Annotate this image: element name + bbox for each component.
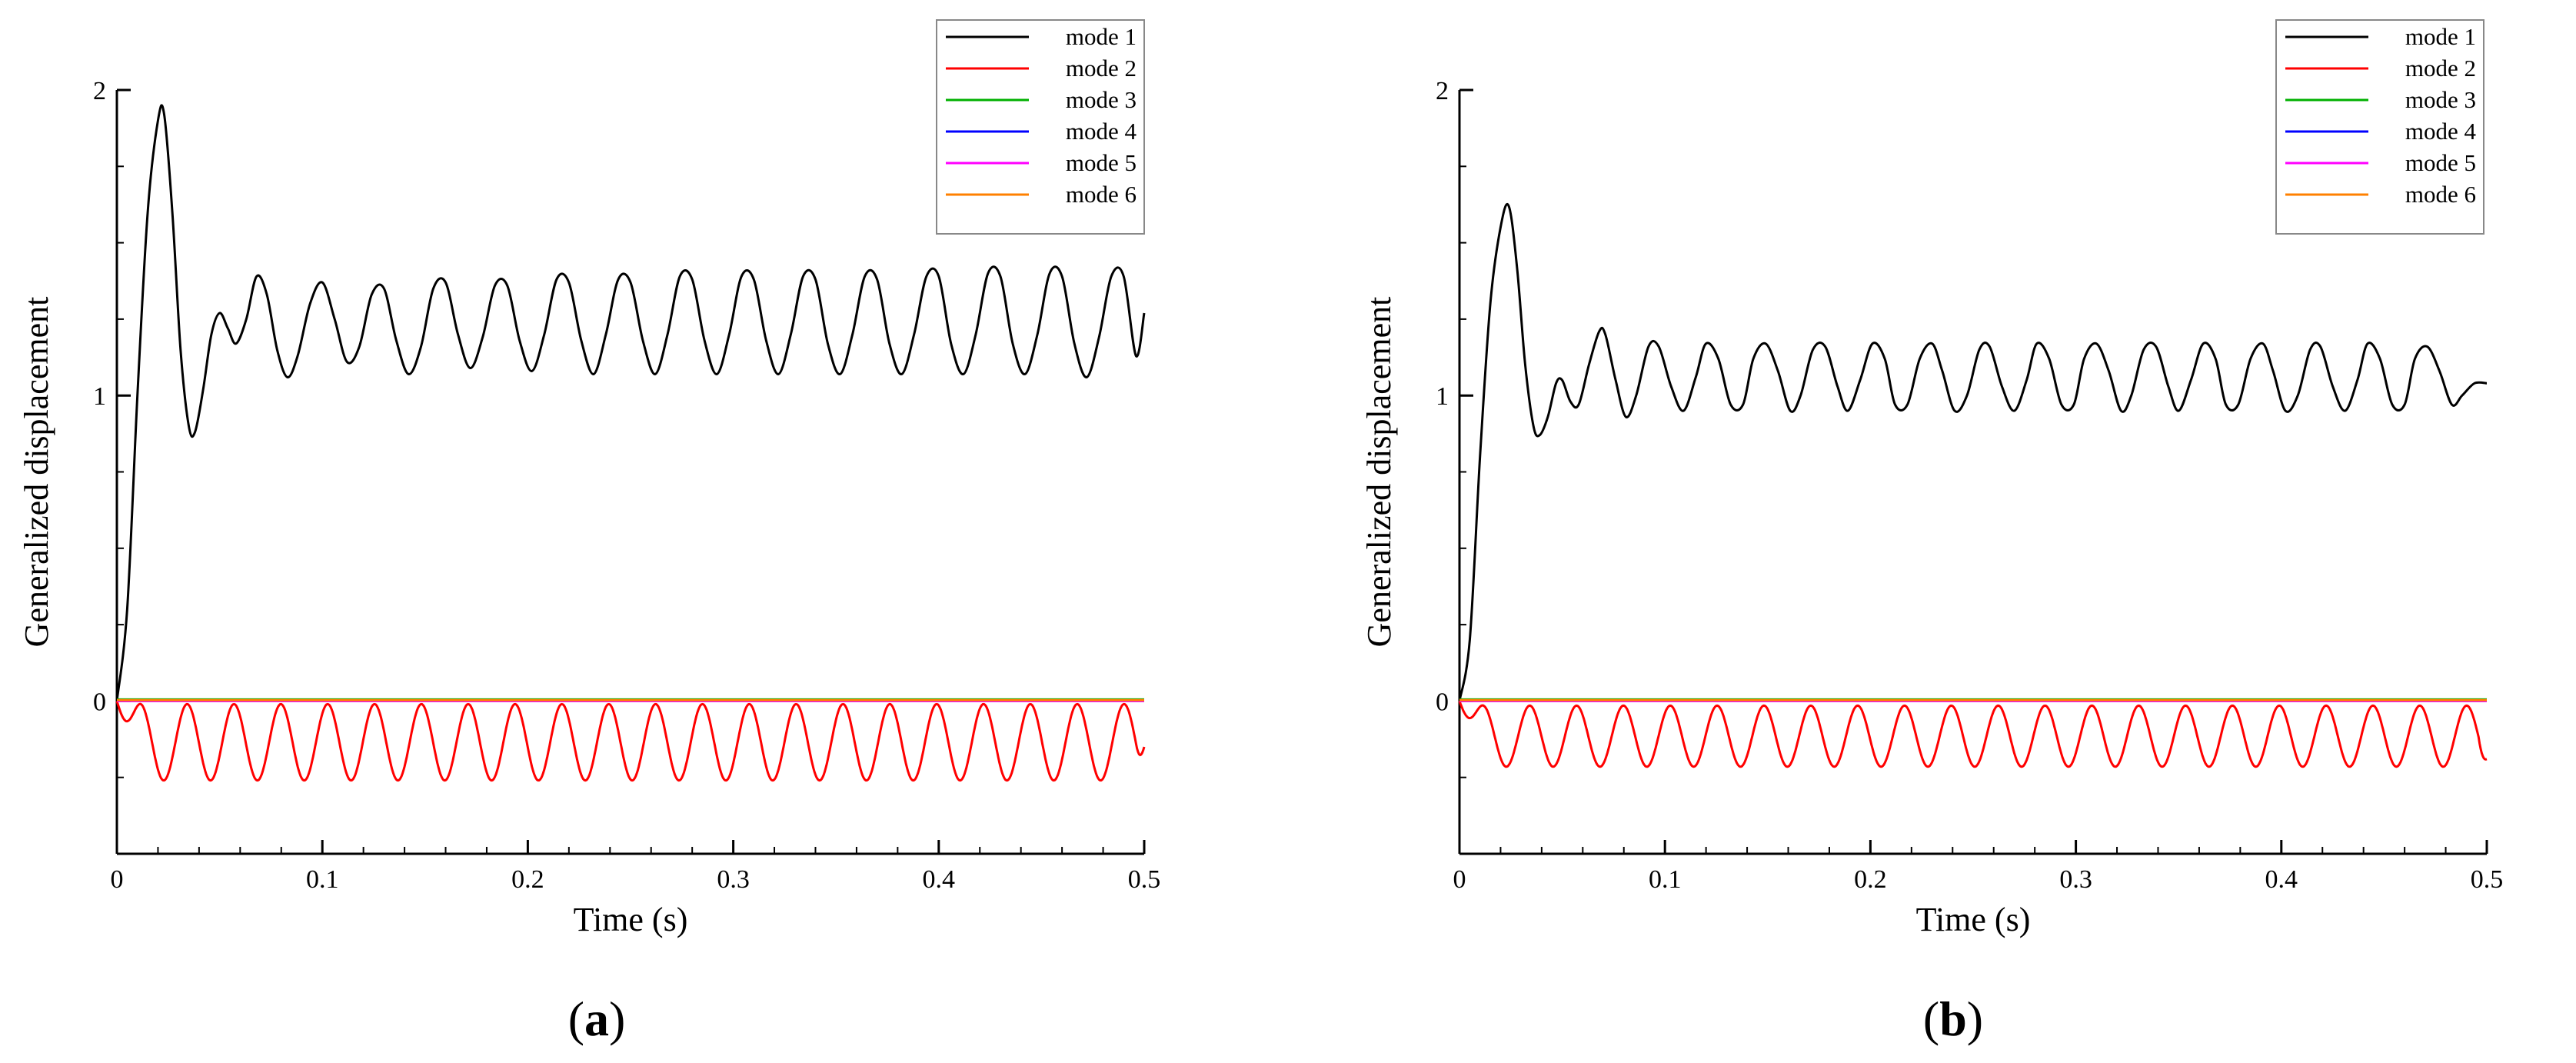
caption-letter: a <box>584 991 609 1046</box>
series-line-mode-2 <box>1458 700 2488 768</box>
x-tick-label: 0.4 <box>2265 865 2298 894</box>
series-line-mode-2 <box>115 700 1146 782</box>
x-tick-label: 0.4 <box>923 865 956 894</box>
legend-label: mode 6 <box>2405 181 2476 208</box>
x-tick-label: 0.5 <box>2471 865 2504 894</box>
legend-label: mode 1 <box>2405 23 2476 50</box>
chart-panel-a: 0 0.1 0.2 0.3 0.4 0.5 0 1 2 Time (s) Generalized d… <box>18 19 1161 1046</box>
panel-caption: (a) <box>568 991 626 1046</box>
y-axis-title: Generalized displacement <box>18 297 55 648</box>
legend-box <box>936 19 1145 235</box>
legend-label: mode 5 <box>2405 149 2476 176</box>
x-axis-title: Time (s) <box>574 901 688 938</box>
x-tick-label: 0 <box>111 865 124 894</box>
x-tick-label: 0.2 <box>511 865 544 894</box>
legend-label: mode 4 <box>2405 118 2477 145</box>
caption-close: ) <box>1967 991 1983 1046</box>
legend-label: mode 1 <box>1066 23 1137 50</box>
y-tick-label: 0 <box>1436 688 1449 716</box>
legend: mode 1 mode 2 mode 3 mode 4 mode 5 mode 6 <box>2275 19 2484 235</box>
legend-box <box>2275 19 2484 235</box>
legend-label: mode 3 <box>1066 86 1137 113</box>
caption-open: ( <box>1923 991 1939 1046</box>
y-tick-label: 0 <box>93 688 106 716</box>
x-axis-title: Time (s) <box>1916 901 2031 938</box>
legend-label: mode 2 <box>1066 55 1137 82</box>
legend-label: mode 6 <box>1066 181 1137 208</box>
legend-label: mode 5 <box>1066 149 1137 176</box>
x-tick-label: 0.2 <box>1854 865 1887 894</box>
x-tick-label: 0 <box>1453 865 1466 894</box>
x-tick-label: 0.3 <box>2059 865 2092 894</box>
series-line-mode-1 <box>1458 203 2488 701</box>
x-tick-label: 0.1 <box>1649 865 1682 894</box>
legend-label: mode 2 <box>2405 55 2476 82</box>
y-tick-label: 1 <box>1436 382 1449 411</box>
x-tick-label: 0.5 <box>1128 865 1161 894</box>
y-tick-label: 1 <box>93 382 106 411</box>
chart-panel-b: 0 0.1 0.2 0.3 0.4 0.5 0 1 2 Time (s) Generalized d… <box>1360 19 2504 1046</box>
x-tick-label: 0.3 <box>717 865 750 894</box>
y-tick-label: 2 <box>93 77 106 105</box>
legend-label: mode 3 <box>2405 86 2476 113</box>
legend-label: mode 4 <box>1066 118 1137 145</box>
legend: mode 1 mode 2 mode 3 mode 4 mode 5 mode 6 <box>936 19 1145 235</box>
caption-letter: b <box>1939 991 1967 1046</box>
y-tick-label: 2 <box>1436 77 1449 105</box>
series-line-mode-1 <box>115 104 1146 701</box>
panel-caption: (b) <box>1923 991 1983 1046</box>
y-axis-title: Generalized displacement <box>1360 297 1398 648</box>
caption-close: ) <box>609 991 625 1046</box>
x-tick-label: 0.1 <box>306 865 339 894</box>
caption-open: ( <box>568 991 584 1046</box>
